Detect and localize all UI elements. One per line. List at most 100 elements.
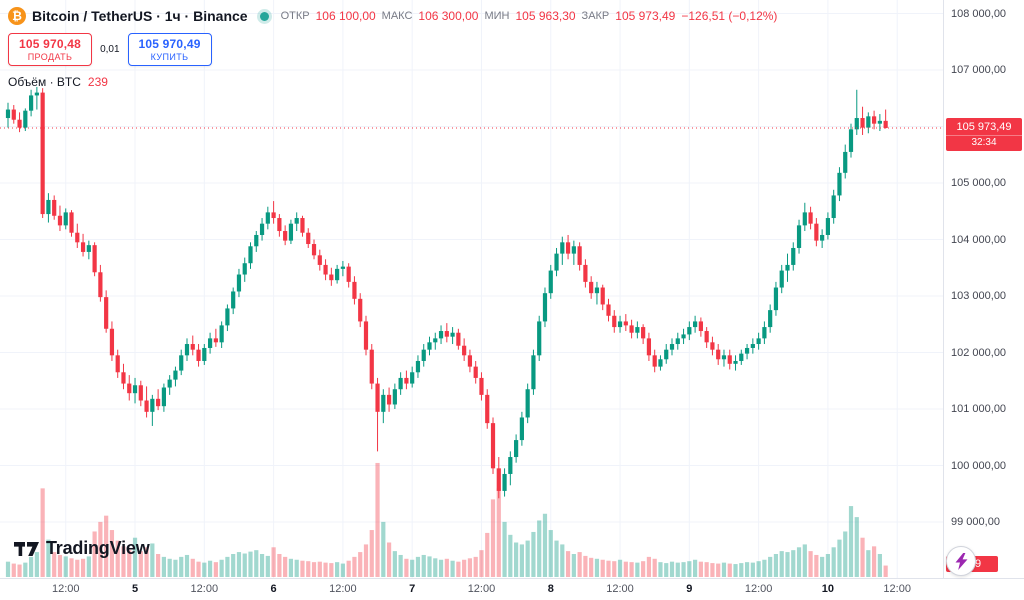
volume-bar — [167, 558, 172, 577]
candle-body — [236, 274, 242, 292]
bitcoin-icon: ₿ — [8, 7, 26, 25]
tradingview-logo[interactable]: TradingView — [14, 538, 150, 559]
last-price-badge[interactable]: 105 973,49 32:34 — [946, 117, 1022, 151]
volume-bar — [623, 561, 628, 577]
volume-bar — [398, 554, 403, 577]
volume-bar — [577, 552, 582, 577]
volume-bar — [57, 554, 63, 577]
volume-bar — [283, 556, 288, 577]
volume-bar — [277, 554, 282, 577]
instant-trading-button[interactable] — [946, 546, 976, 576]
candle-body — [207, 338, 213, 348]
candle-body — [340, 266, 345, 269]
volume-bar — [681, 562, 686, 577]
volume-bar — [231, 554, 236, 577]
candle-body — [144, 400, 149, 412]
volume-bar — [104, 515, 109, 577]
volume-bar — [675, 562, 680, 577]
volume-bar — [773, 554, 779, 577]
candle-body — [450, 332, 455, 337]
candle-body — [167, 379, 172, 388]
volume-bar — [317, 561, 322, 577]
volume-bar — [843, 531, 848, 577]
volume-bar — [612, 561, 617, 577]
volume-bar — [744, 562, 750, 577]
volume-bar — [467, 558, 473, 577]
volume-bar — [121, 546, 126, 577]
volume-bar — [179, 556, 184, 577]
volume-bar — [363, 544, 369, 577]
volume-indicator-row[interactable]: Объём · BTC 239 — [8, 75, 777, 89]
market-status-icon[interactable] — [259, 11, 269, 21]
candle-body — [583, 264, 588, 282]
buy-label: КУПИТЬ — [150, 52, 189, 62]
time-tick-label: 12:00 — [190, 583, 219, 595]
candle-body — [427, 342, 432, 350]
time-tick-label: 12:00 — [329, 583, 357, 595]
volume-bar — [427, 556, 432, 577]
volume-bar — [485, 532, 490, 577]
candle-body — [369, 349, 374, 384]
candle-body — [727, 355, 732, 364]
volume-bar — [571, 554, 576, 577]
low-label: МИН — [484, 10, 510, 22]
volume-bar — [11, 563, 16, 577]
candle-body — [623, 321, 628, 326]
volume-bar — [716, 563, 721, 577]
candle-body — [288, 223, 294, 241]
candle-body — [52, 199, 57, 216]
price-tick-label: 108 000,00 — [951, 7, 1007, 20]
volume-bar — [872, 546, 877, 577]
sell-button[interactable]: 105 970,48 ПРОДАТЬ — [8, 33, 93, 66]
candle-body — [40, 92, 45, 215]
candle-body — [762, 327, 767, 339]
close-label: ЗАКР — [581, 10, 610, 22]
time-axis[interactable]: 12:00 5 12:00 6 12:00 7 12:00 8 12:00 9 12:00 10 12:… — [0, 578, 1024, 600]
volume-bar — [92, 531, 97, 577]
candle-body — [571, 246, 576, 254]
candle-body — [242, 263, 247, 275]
candle-body — [259, 223, 265, 235]
candle-body — [421, 349, 426, 361]
time-tick-label: 12:00 — [744, 583, 773, 595]
candle-body — [346, 266, 351, 282]
volume-bar — [329, 563, 334, 577]
volume-bar — [254, 550, 259, 577]
candle-body — [98, 272, 103, 298]
symbol-title[interactable]: Bitcoin / TetherUS · 1ч · Binance — [32, 8, 248, 24]
volume-bar — [814, 554, 819, 577]
volume-bar — [791, 550, 796, 577]
candle-body — [629, 325, 634, 333]
candle-body — [716, 349, 721, 360]
volume-bar — [514, 542, 519, 577]
volume-bar — [652, 558, 657, 577]
candle-body — [785, 264, 790, 271]
low-value: 105 963,30 — [515, 9, 576, 23]
chart-canvas[interactable] — [0, 0, 943, 578]
volume-bar — [69, 558, 74, 577]
volume-bar — [496, 488, 501, 577]
candle-body — [115, 355, 120, 373]
volume-bar — [358, 552, 363, 577]
candle-body — [565, 242, 571, 254]
volume-bar — [392, 551, 397, 577]
candle-body — [872, 116, 877, 124]
candle-body — [883, 120, 888, 128]
volume-bar — [236, 552, 242, 577]
candle-body — [132, 385, 138, 394]
volume-bar — [184, 554, 190, 577]
volume-bar — [542, 513, 548, 577]
time-tick-label: 12:00 — [467, 583, 496, 595]
volume-bar — [311, 562, 317, 577]
volume-bar — [306, 561, 311, 577]
time-tick-label: 6 — [270, 583, 277, 595]
buy-button[interactable]: 105 970,49 КУПИТЬ — [127, 33, 212, 66]
candle-body — [808, 212, 813, 224]
price-tick-label: 101 000,00 — [951, 403, 1007, 415]
price-tick-label: 104 000,00 — [951, 233, 1007, 246]
candle-body — [600, 287, 605, 305]
volume-bar — [109, 530, 115, 577]
open-value: 106 100,00 — [315, 9, 376, 23]
candle-body — [86, 245, 91, 252]
